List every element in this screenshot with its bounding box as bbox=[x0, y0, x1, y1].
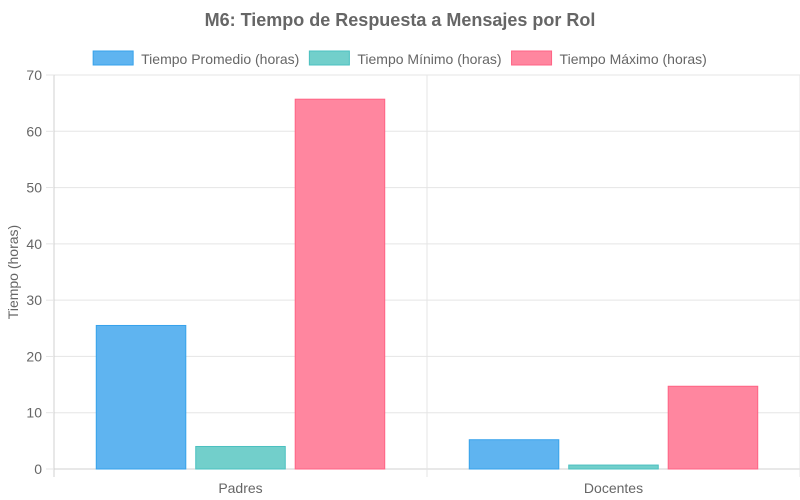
legend-swatch bbox=[308, 50, 350, 66]
bar[interactable] bbox=[568, 464, 659, 470]
y-tick-label: 50 bbox=[26, 180, 42, 196]
y-tick-label: 60 bbox=[26, 123, 42, 139]
y-tick-label: 0 bbox=[34, 461, 42, 477]
y-tick-label: 20 bbox=[26, 348, 42, 364]
bar[interactable] bbox=[667, 385, 759, 470]
legend-item[interactable]: Tiempo Promedio (horas) bbox=[92, 50, 299, 67]
chart-title: M6: Tiempo de Respuesta a Mensajes por R… bbox=[205, 10, 596, 30]
y-axis-ticks: 0 10 20 30 40 50 60 70 bbox=[26, 67, 54, 477]
x-axis-ticks: Padres Docentes bbox=[218, 480, 643, 496]
y-tick-label: 40 bbox=[26, 236, 42, 252]
legend-swatch bbox=[511, 50, 553, 66]
y-axis-title: Tiempo (horas) bbox=[5, 225, 21, 319]
x-tick-label: Docentes bbox=[584, 480, 643, 496]
legend-label: Tiempo Máximo (horas) bbox=[560, 51, 707, 67]
y-tick-label: 10 bbox=[26, 405, 42, 421]
legend-item[interactable]: Tiempo Mínimo (horas) bbox=[308, 50, 502, 67]
bar[interactable] bbox=[95, 324, 187, 470]
legend: Tiempo Promedio (horas) Tiempo Mínimo (ho… bbox=[92, 50, 707, 67]
y-tick-label: 30 bbox=[26, 292, 42, 308]
bars bbox=[95, 98, 759, 470]
legend-item[interactable]: Tiempo Máximo (horas) bbox=[511, 50, 707, 67]
x-tick-label: Padres bbox=[218, 480, 262, 496]
legend-label: Tiempo Mínimo (horas) bbox=[357, 51, 501, 67]
legend-swatch bbox=[92, 50, 134, 66]
bar[interactable] bbox=[195, 445, 286, 470]
bar[interactable] bbox=[294, 98, 386, 470]
bar[interactable] bbox=[468, 439, 560, 470]
y-tick-label: 70 bbox=[26, 67, 42, 83]
legend-label: Tiempo Promedio (horas) bbox=[141, 51, 299, 67]
